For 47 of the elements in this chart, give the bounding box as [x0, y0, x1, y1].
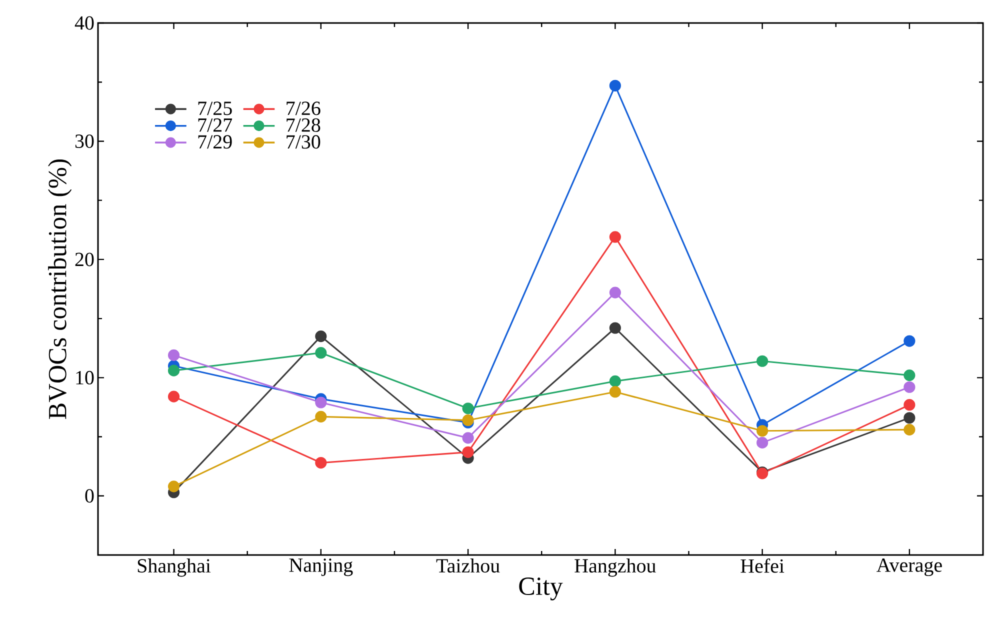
x-tick-label: Taizhou — [436, 558, 500, 573]
point — [462, 414, 474, 426]
point — [315, 330, 327, 342]
x-tick-label: Average — [876, 558, 942, 576]
point — [315, 410, 327, 422]
x-tick-label: Shanghai — [138, 558, 211, 577]
point — [904, 335, 916, 347]
y-tick-label: 30 — [75, 134, 94, 148]
point — [462, 402, 474, 414]
y-axis-title: BVOCs contribution (%) — [48, 159, 72, 419]
point — [462, 432, 474, 444]
point — [904, 370, 916, 382]
x-tick-label: Nanjing — [289, 558, 353, 576]
legend-label: 7/25 — [198, 102, 232, 116]
point — [462, 446, 474, 458]
point — [904, 399, 916, 411]
point — [315, 396, 327, 408]
point — [904, 424, 916, 436]
point — [315, 456, 327, 469]
legend-label: 7/26 — [286, 102, 320, 116]
legend-label: 7/29 — [198, 135, 232, 149]
x-tick-label: Hangzhou — [574, 558, 656, 577]
point — [904, 412, 916, 424]
point — [168, 364, 180, 376]
point — [609, 322, 621, 334]
x-tick-label: Hefei — [740, 558, 784, 573]
legend-label: 7/27 — [198, 118, 232, 132]
point — [168, 390, 180, 402]
y-tick-label: 40 — [74, 16, 94, 30]
point — [609, 286, 621, 298]
x-axis-title: City — [519, 578, 563, 600]
point — [609, 231, 621, 243]
point — [756, 355, 768, 367]
point — [168, 349, 180, 362]
y-tick-label: 20 — [75, 252, 94, 266]
point — [609, 386, 621, 398]
point — [315, 347, 327, 359]
point — [756, 425, 768, 437]
y-tick-label: 0 — [85, 489, 94, 503]
legend-label: 7/28 — [286, 118, 320, 132]
point — [609, 80, 621, 92]
legend-label: 7/30 — [286, 135, 320, 149]
point — [609, 375, 621, 388]
point — [904, 381, 916, 393]
point — [756, 436, 768, 448]
y-tick-label: 10 — [76, 370, 94, 384]
point — [168, 480, 180, 492]
